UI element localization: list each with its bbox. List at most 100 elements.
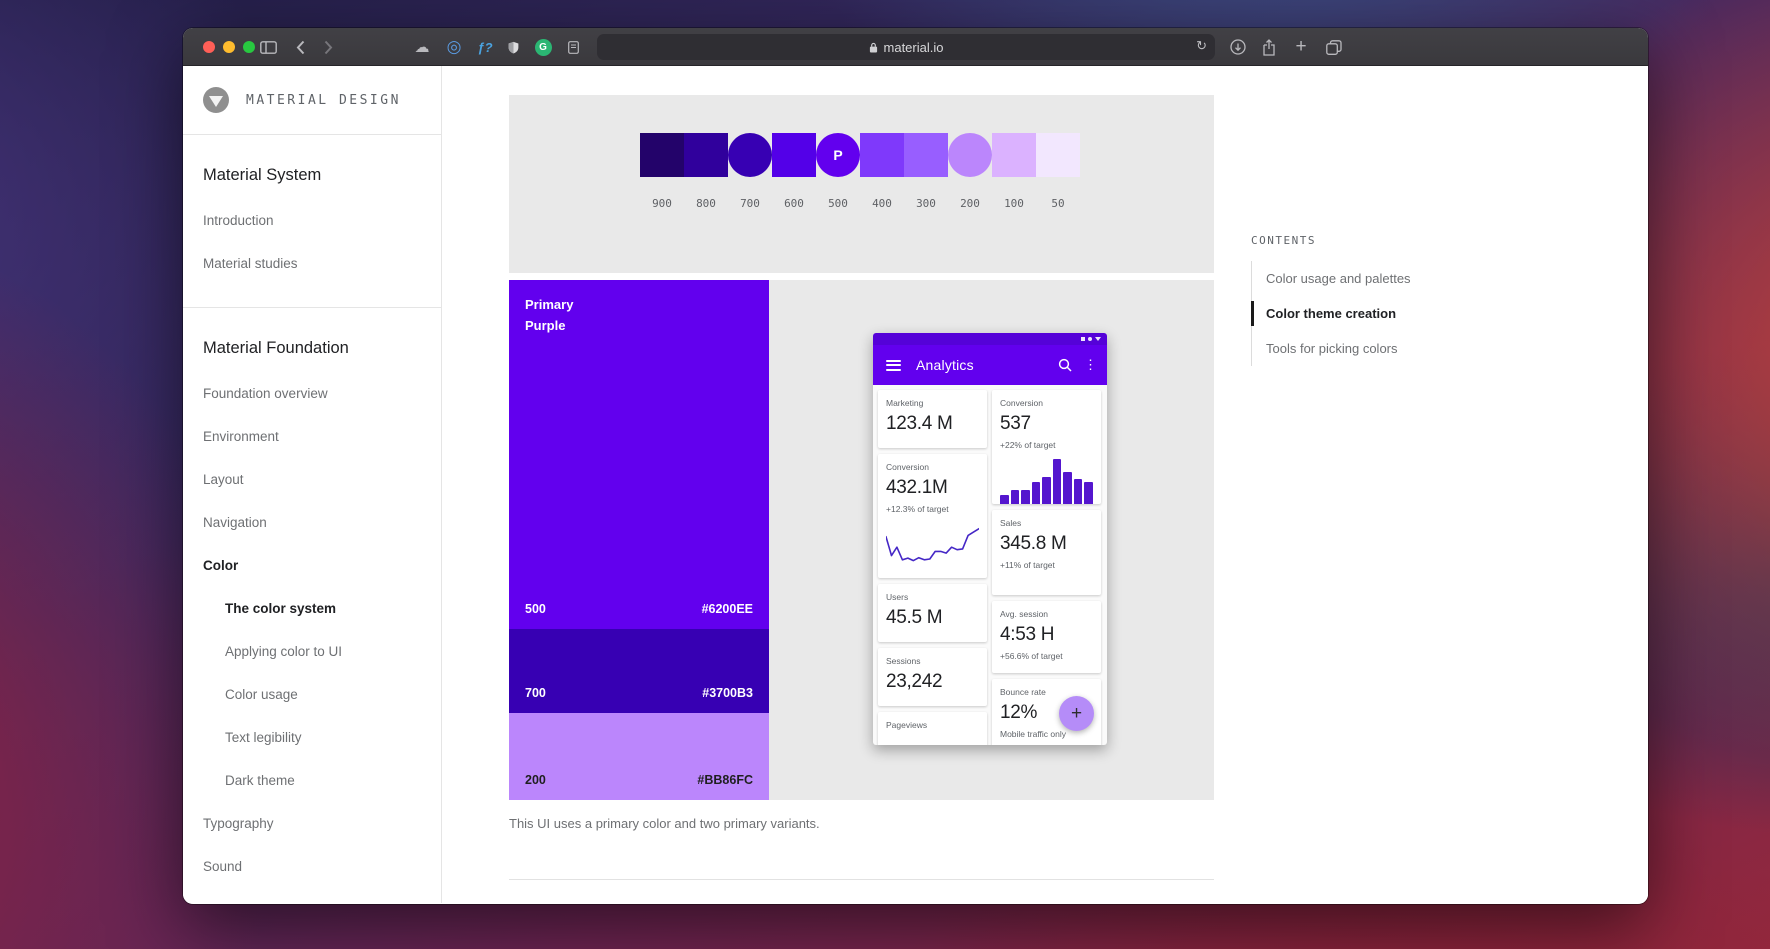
analytics-phone-mockup: Analytics ⋮ Marketing 123.4 M Conv	[873, 333, 1107, 745]
card-conversion-bar[interactable]: Conversion 537 +22% of target	[992, 390, 1101, 504]
downloads-icon[interactable]	[1228, 28, 1248, 66]
new-tab-icon[interactable]: +	[1295, 36, 1307, 57]
variant-700-hex: #3700B3	[702, 686, 753, 700]
card-users[interactable]: Users 45.5 M	[878, 584, 987, 642]
sidebar-item-navigation[interactable]: Navigation	[203, 515, 267, 530]
minimize-window-button[interactable]	[223, 41, 235, 53]
primary-hex: #6200EE	[701, 602, 753, 616]
site-sidebar: MATERIAL DESIGN Material System Introduc…	[183, 66, 442, 903]
sidebar-item-dark-theme[interactable]: Dark theme	[225, 773, 295, 788]
primary-color-name: Primary Purple	[525, 297, 574, 333]
primary-500-block: Primary Purple 500 #6200EE	[509, 280, 769, 629]
sidebar-item-text-legibility[interactable]: Text legibility	[225, 730, 302, 745]
contents-nav: CONTENTS Color usage and palettes Color …	[1250, 234, 1481, 366]
bar	[1084, 482, 1093, 504]
primary-value: 500	[525, 602, 546, 616]
contents-item-color-usage-and-palettes[interactable]: Color usage and palettes	[1266, 271, 1411, 286]
card-conversion-line[interactable]: Conversion 432.1M +12.3% of target	[878, 454, 987, 578]
card-sessions[interactable]: Sessions 23,242	[878, 648, 987, 706]
figure-caption: This UI uses a primary color and two pri…	[509, 816, 820, 831]
cards-right-column: Conversion 537 +22% of target Sales 345.…	[992, 390, 1101, 745]
overflow-menu-icon[interactable]: ⋮	[1084, 357, 1097, 372]
analytics-app-bar: Analytics ⋮	[873, 345, 1107, 385]
primary-marker: P	[833, 147, 843, 163]
sidebar-item-environment[interactable]: Environment	[203, 429, 279, 444]
browser-toolbar: ☁ ◎ ƒ? G material.io ↻ +	[183, 28, 1648, 66]
swatch-300[interactable]	[904, 133, 948, 177]
sidebar-heading-material-foundation: Material Foundation	[203, 339, 349, 357]
swatch-600[interactable]	[772, 133, 816, 177]
swatch-200[interactable]	[948, 133, 992, 177]
share-icon[interactable]	[1259, 28, 1279, 66]
swatch-100[interactable]	[992, 133, 1036, 177]
variant-700-value: 700	[525, 686, 546, 700]
phone-status-bar	[873, 333, 1107, 345]
sidebar-heading-material-system: Material System	[203, 166, 322, 184]
extension-icon[interactable]	[564, 28, 582, 66]
variant-200-value: 200	[525, 773, 546, 787]
sidebar-item-material-studies[interactable]: Material studies	[203, 256, 298, 271]
swatch-800[interactable]	[684, 133, 728, 177]
sidebar-item-color-usage[interactable]: Color usage	[225, 687, 298, 702]
card-marketing[interactable]: Marketing 123.4 M	[878, 390, 987, 448]
swatch-900[interactable]	[640, 133, 684, 177]
grammarly-extension-icon[interactable]: G	[532, 28, 554, 66]
bar	[1031, 482, 1040, 504]
onepassword-extension-icon[interactable]: ◎	[446, 37, 462, 56]
status-triangle-icon	[1095, 337, 1101, 341]
address-bar[interactable]: material.io ↻	[597, 34, 1215, 60]
contents-item-tools-for-picking-colors[interactable]: Tools for picking colors	[1266, 341, 1398, 356]
sidebar-nav: Material System Introduction Material st…	[183, 166, 441, 874]
page-main: P 900 800 700 600 500 400 300 200 100 50 Primary …	[442, 66, 1648, 903]
search-icon[interactable]	[1058, 358, 1072, 372]
sidebar-item-foundation-overview[interactable]: Foundation overview	[203, 386, 328, 401]
shield-extension-icon[interactable]	[504, 28, 522, 66]
sidebar-item-the-color-system[interactable]: The color system	[225, 601, 337, 616]
close-window-button[interactable]	[203, 41, 215, 53]
bar	[1010, 490, 1019, 504]
material-design-logo-icon	[203, 87, 229, 113]
swatch-700[interactable]	[728, 133, 772, 177]
swatch-50[interactable]	[1036, 133, 1080, 177]
palette-value-labels: 900 800 700 600 500 400 300 200 100 50	[652, 197, 1065, 210]
bar	[1042, 477, 1051, 504]
forward-icon[interactable]	[320, 28, 336, 66]
icloud-tabs-icon[interactable]: ☁	[414, 39, 430, 56]
card-pageviews[interactable]: Pageviews	[878, 712, 987, 745]
analytics-cards: Marketing 123.4 M Conversion 432.1M +12.…	[873, 385, 1107, 745]
swatch-400[interactable]	[860, 133, 904, 177]
zoom-window-button[interactable]	[243, 41, 255, 53]
safari-window: ☁ ◎ ƒ? G material.io ↻ +	[183, 28, 1648, 904]
palette-swatch-row: P	[640, 133, 1080, 177]
variant-700-block: 700 #3700B3	[509, 629, 769, 713]
sidebar-item-layout[interactable]: Layout	[203, 472, 244, 487]
lock-icon	[869, 42, 877, 52]
palette-hero: P 900 800 700 600 500 400 300 200 100 50	[509, 95, 1214, 273]
theme-figure: Primary Purple 500 #6200EE 700 #3700B3	[509, 280, 1214, 800]
bar	[1073, 479, 1082, 504]
sidebar-item-typography[interactable]: Typography	[203, 816, 274, 831]
app-title: Analytics	[916, 357, 974, 373]
status-square-icon	[1081, 337, 1085, 341]
contents-item-color-theme-creation[interactable]: Color theme creation	[1250, 296, 1481, 331]
reload-icon[interactable]: ↻	[1196, 38, 1207, 53]
menu-icon[interactable]	[886, 357, 901, 373]
card-avg-session[interactable]: Avg. session 4:53 H +56.6% of target	[992, 601, 1101, 673]
bar	[1063, 472, 1072, 504]
cards-left-column: Marketing 123.4 M Conversion 432.1M +12.…	[878, 390, 987, 745]
conversion-line-chart	[885, 527, 980, 562]
swatch-500-primary[interactable]: P	[816, 133, 860, 177]
site-logo-row[interactable]: MATERIAL DESIGN	[183, 66, 441, 135]
section-divider	[509, 879, 1214, 880]
sidebar-item-color[interactable]: Color	[203, 558, 239, 573]
sidebar-toggle-icon[interactable]	[257, 28, 279, 66]
tab-overview-icon[interactable]	[1323, 28, 1345, 66]
bar	[1052, 459, 1061, 504]
back-icon[interactable]	[292, 28, 308, 66]
sidebar-item-introduction[interactable]: Introduction	[203, 213, 274, 228]
sidebar-item-applying-color-to-ui[interactable]: Applying color to UI	[225, 644, 343, 659]
card-sales[interactable]: Sales 345.8 M +11% of target	[992, 510, 1101, 595]
fab-add-button[interactable]: +	[1059, 696, 1094, 731]
sidebar-item-sound[interactable]: Sound	[203, 859, 243, 874]
fonts-extension-icon[interactable]: ƒ?	[477, 39, 493, 55]
